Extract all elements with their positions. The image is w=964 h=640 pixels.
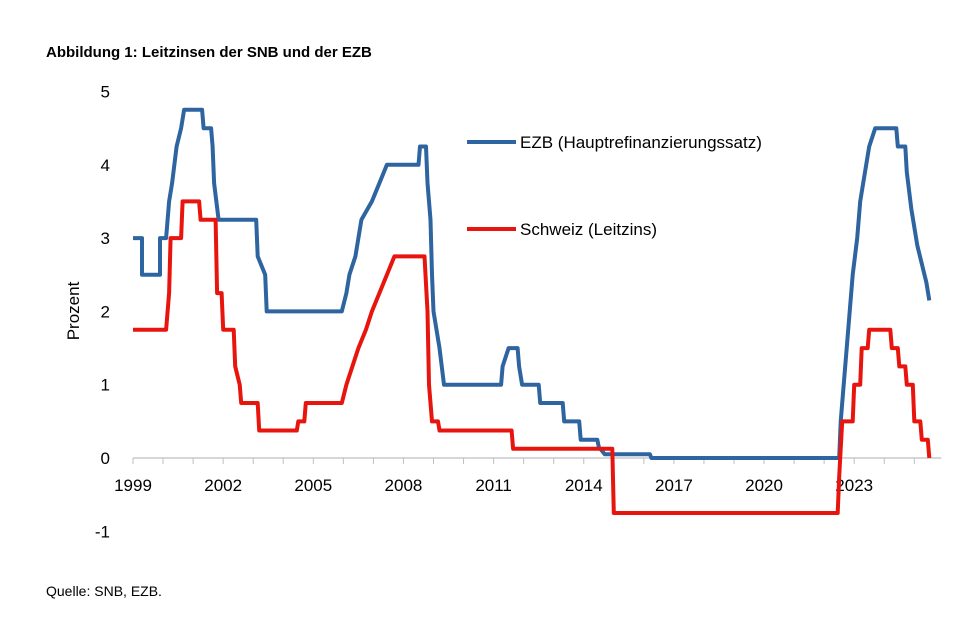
source-note: Quelle: SNB, EZB. xyxy=(46,583,162,599)
x-tick-label: 2008 xyxy=(385,476,423,495)
y-tick-label: 3 xyxy=(101,229,110,248)
legend: EZB (Hauptrefinanzierungssatz) Schweiz (L… xyxy=(467,133,762,239)
chart-title: Abbildung 1: Leitzinsen der SNB und der … xyxy=(46,44,372,61)
x-tick-label: 2017 xyxy=(655,476,693,495)
y-tick-label: 2 xyxy=(101,302,110,321)
series-line-ezb xyxy=(133,107,932,460)
y-tick-label: -1 xyxy=(95,522,110,541)
legend-label: EZB (Hauptrefinanzierungssatz) xyxy=(520,133,762,152)
y-tick-label: 5 xyxy=(101,83,110,102)
x-tick-label: 1999 xyxy=(114,476,152,495)
legend-label: Schweiz (Leitzins) xyxy=(520,220,657,239)
y-tick-label: 4 xyxy=(101,156,110,175)
y-tick-label: 0 xyxy=(101,449,110,468)
x-tick-label: 2002 xyxy=(204,476,242,495)
x-tick-label: 2014 xyxy=(565,476,603,495)
x-tick-label: 2011 xyxy=(475,476,512,495)
y-tick-label: 1 xyxy=(101,376,110,395)
x-tick-label: 2023 xyxy=(835,476,873,495)
x-tick-label: 2020 xyxy=(745,476,783,495)
series-line-schweiz xyxy=(133,199,932,515)
y-ticks: -1 0 1 2 3 4 5 xyxy=(95,83,110,542)
y-axis-label: Prozent xyxy=(64,281,83,340)
x-tick-label: 2005 xyxy=(294,476,332,495)
x-axis: 1999 2002 2005 2008 2011 2014 2017 2020 2023 xyxy=(114,457,942,495)
series-lines xyxy=(133,107,932,515)
